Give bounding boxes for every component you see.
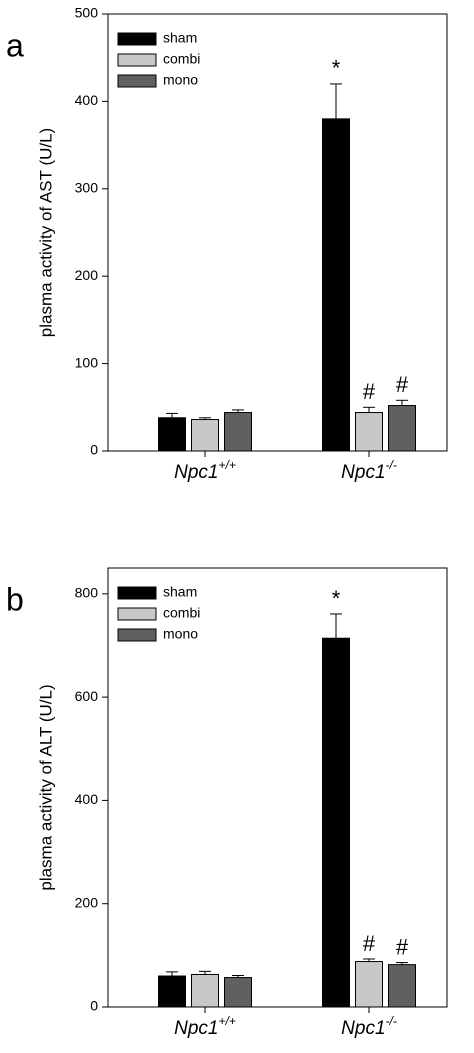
x-tick-label: Npc1+/+ xyxy=(174,458,236,483)
significance-marker: # xyxy=(396,372,409,397)
bar xyxy=(158,417,186,452)
bar xyxy=(355,961,383,1008)
y-tick-label: 300 xyxy=(75,180,99,196)
significance-marker: # xyxy=(363,379,376,404)
y-tick-label: 100 xyxy=(75,354,99,370)
y-tick-label: 200 xyxy=(75,894,99,910)
plot-frame xyxy=(107,13,448,452)
category-name: Npc1 xyxy=(174,462,218,483)
legend-label: sham xyxy=(163,584,197,600)
category-superscript: +/+ xyxy=(219,458,236,472)
category-superscript: +/+ xyxy=(219,1014,236,1028)
y-tick-label: 800 xyxy=(75,585,99,601)
category-name: Npc1 xyxy=(174,1018,218,1039)
plot-frame xyxy=(107,567,448,1008)
y-tick-label: 0 xyxy=(90,998,98,1014)
legend-swatch xyxy=(117,32,157,46)
category-name: Npc1 xyxy=(341,1018,385,1039)
bar xyxy=(224,412,252,452)
legend-swatch xyxy=(117,607,157,621)
x-tick-label: Npc1-/- xyxy=(341,1014,397,1039)
bar xyxy=(191,973,219,1008)
significance-marker: # xyxy=(363,931,376,956)
legend-swatch xyxy=(117,74,157,88)
y-axis-label: plasma activity of ALT (U/L) xyxy=(36,684,55,890)
y-tick-label: 0 xyxy=(90,442,98,458)
bar xyxy=(355,412,383,452)
y-tick-label: 400 xyxy=(75,791,99,807)
x-tick-label: Npc1+/+ xyxy=(174,1014,236,1039)
x-tick-label: Npc1-/- xyxy=(341,458,397,483)
bar xyxy=(322,118,350,452)
category-superscript: -/- xyxy=(386,1014,397,1028)
y-tick-label: 400 xyxy=(75,92,99,108)
y-tick-label: 500 xyxy=(75,5,99,21)
y-tick-label: 200 xyxy=(75,267,99,283)
category-name: Npc1 xyxy=(341,462,385,483)
significance-marker: * xyxy=(332,56,341,81)
bar xyxy=(388,964,416,1008)
y-axis-label: plasma activity of AST (U/L) xyxy=(36,128,55,337)
significance-marker: * xyxy=(332,586,341,611)
significance-marker: # xyxy=(396,934,409,959)
legend-label: mono xyxy=(163,626,198,642)
bar xyxy=(158,975,186,1008)
legend-swatch xyxy=(117,586,157,600)
category-superscript: -/- xyxy=(386,458,397,472)
bar xyxy=(224,977,252,1008)
legend-swatch xyxy=(117,628,157,642)
legend-label: mono xyxy=(163,72,198,88)
legend-label: sham xyxy=(163,30,197,46)
bar xyxy=(388,405,416,452)
legend-label: combi xyxy=(163,605,200,621)
panel-label: b xyxy=(6,581,24,617)
legend-label: combi xyxy=(163,51,200,67)
bar xyxy=(322,637,350,1008)
bar xyxy=(191,419,219,452)
y-tick-label: 600 xyxy=(75,688,99,704)
legend-swatch xyxy=(117,53,157,67)
panel-label: a xyxy=(6,27,24,63)
